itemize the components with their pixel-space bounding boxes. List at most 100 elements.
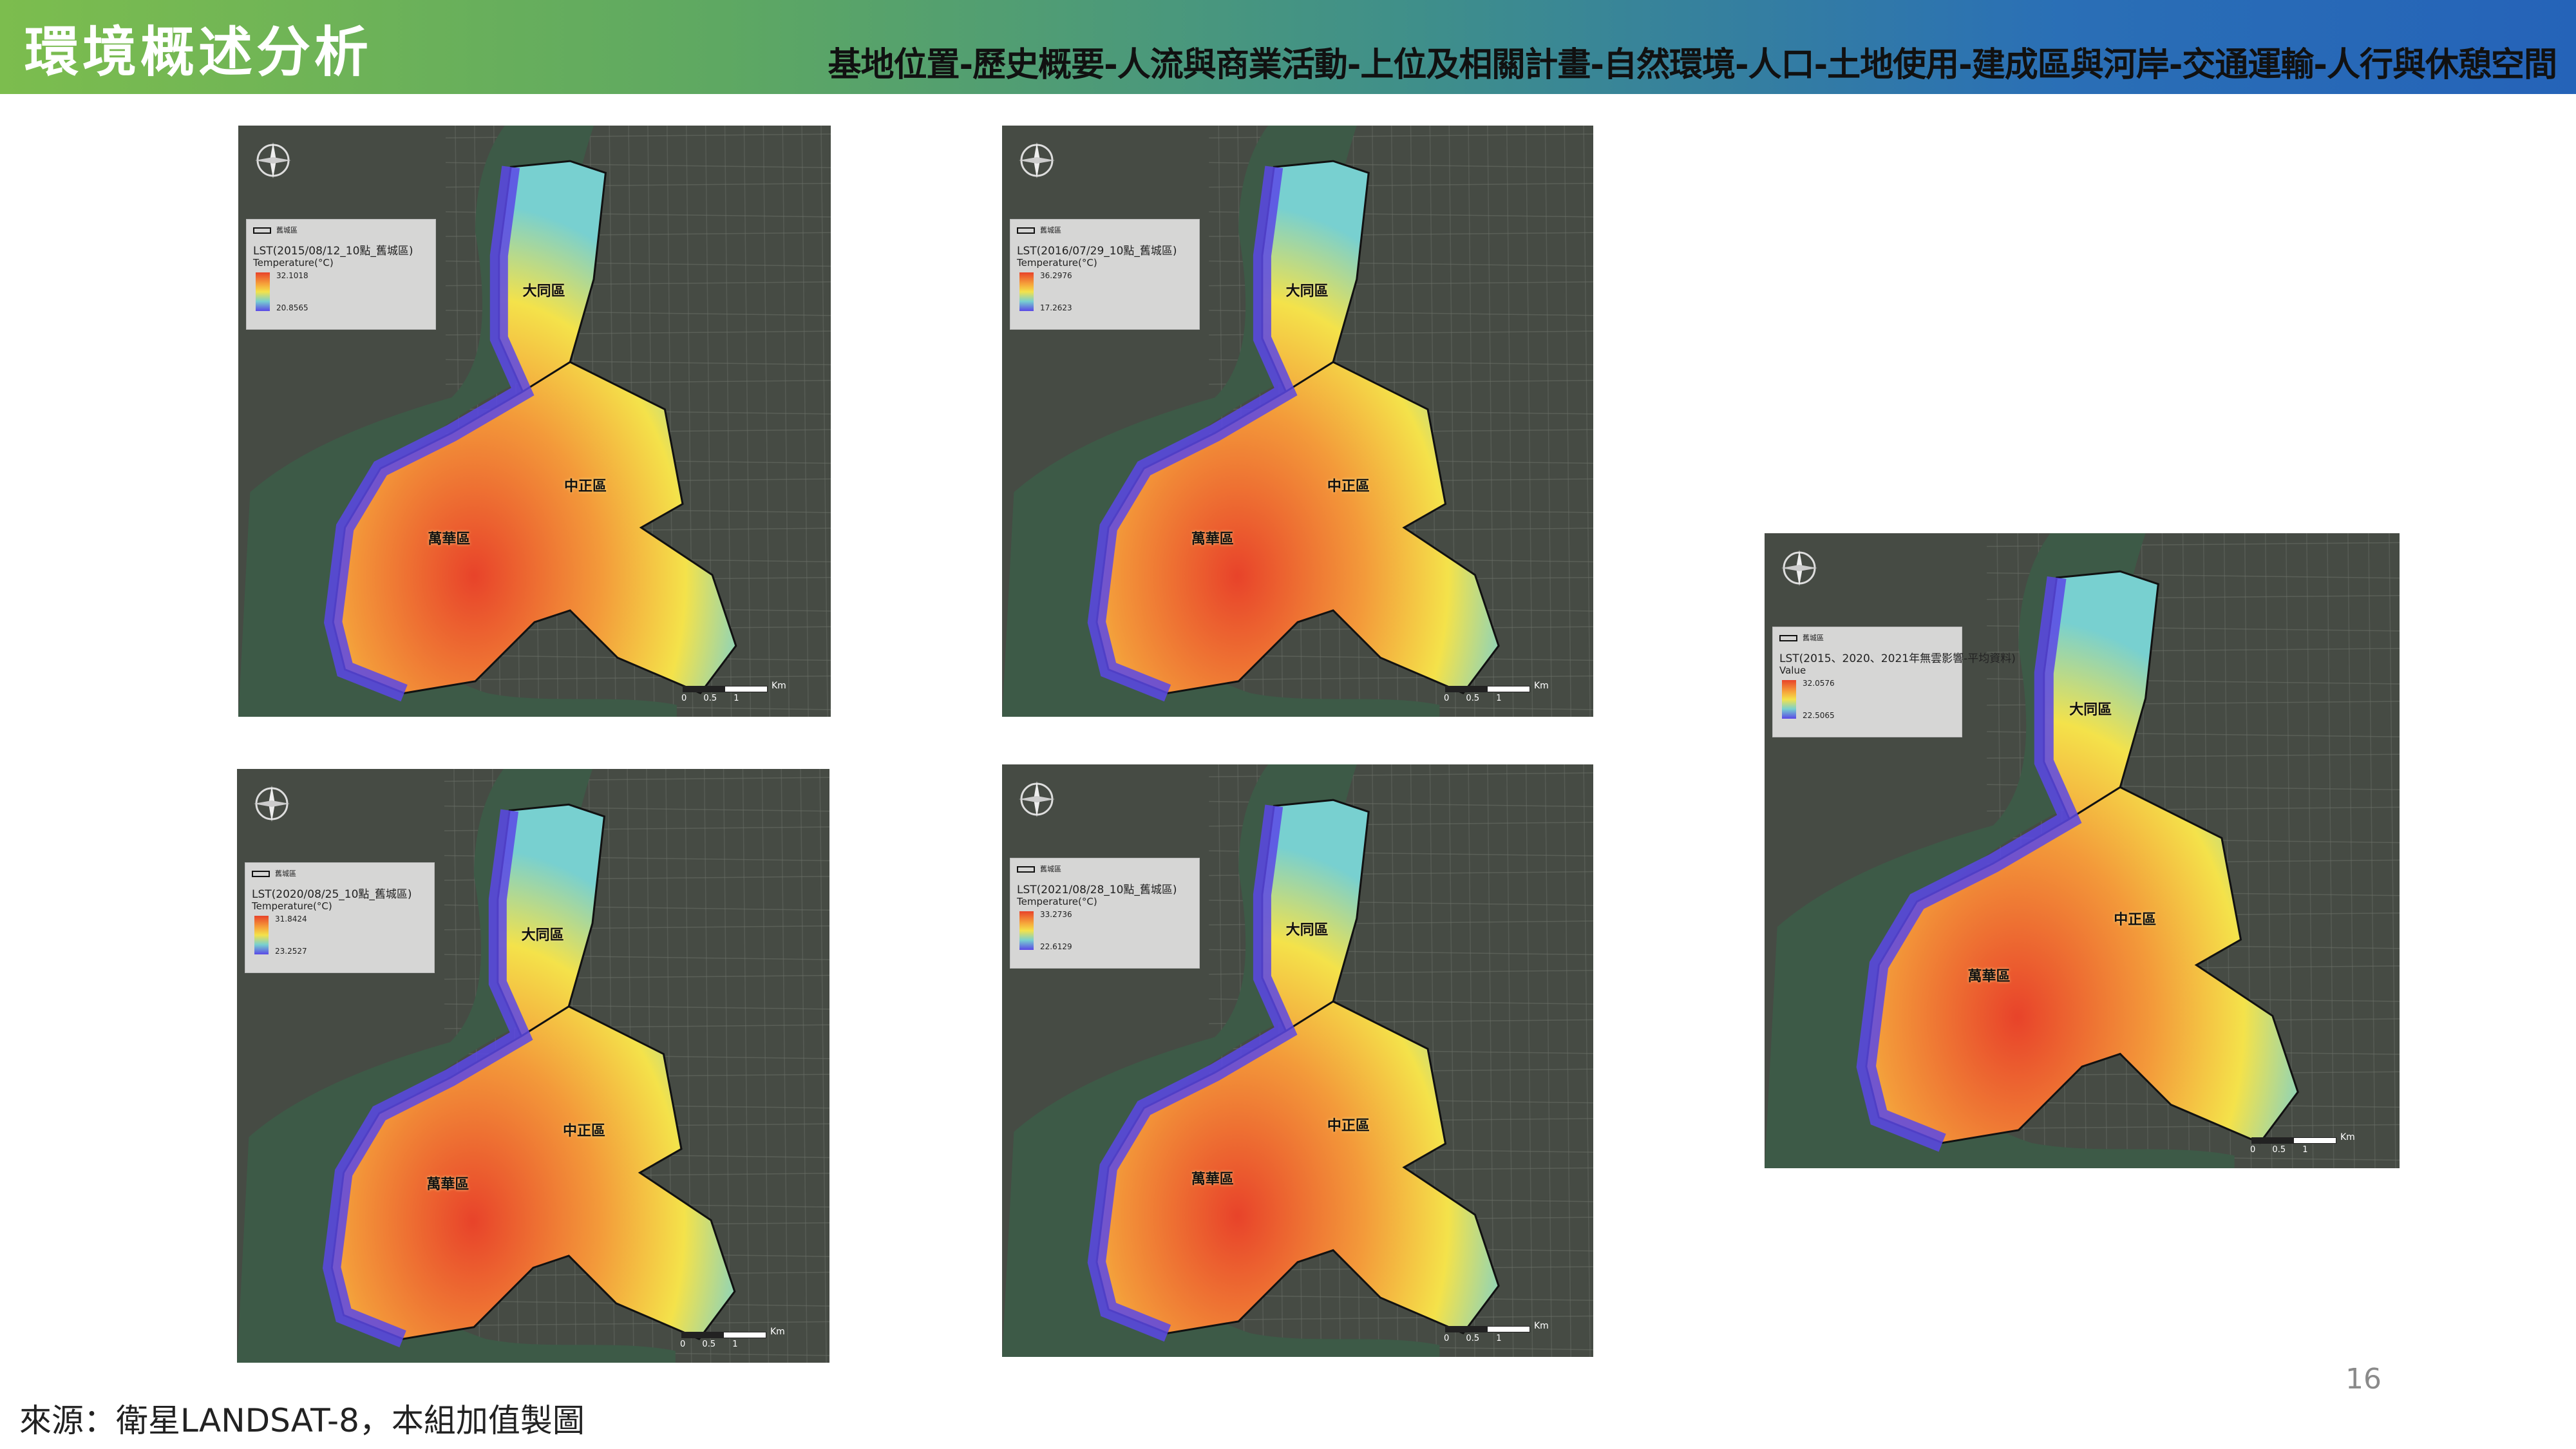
nav-item-transportation[interactable]: 交通運輸	[2182, 46, 2314, 84]
street-line	[2327, 533, 2334, 1168]
legend-boundary-label: 舊城區	[1017, 864, 1061, 874]
satellite-basemap	[238, 126, 831, 717]
street-line	[761, 769, 770, 1363]
street-line	[2389, 533, 2396, 1168]
nav-item-built-area-riverside[interactable]: 建成區與河岸	[1971, 46, 2170, 84]
map-legend: 舊城區 LST(2015、2020、2021年無雲影響-平均資料) Value 32.…	[1772, 627, 2016, 737]
legend-min-value: 23.2527	[275, 947, 307, 956]
riverside-cool-band	[1087, 804, 1298, 1342]
riverside-cool-band	[322, 809, 533, 1348]
district-label: 中正區	[1327, 1117, 1370, 1134]
legend-color-ramp	[1782, 680, 1796, 719]
legend-field-label: Temperature(°C)	[253, 257, 334, 269]
district-label: 大同區	[1285, 283, 1329, 299]
nav-item-population[interactable]: 人口	[1748, 46, 1815, 84]
street-line	[1487, 126, 1495, 717]
district-label: 萬華區	[1191, 1171, 1234, 1188]
nav-item-land-use[interactable]: 土地使用	[1827, 46, 1959, 84]
legend-title: LST(2021/08/28_10點_舊城區)	[1017, 884, 1177, 896]
street-line	[781, 769, 788, 1363]
legend-color-ramp	[1019, 272, 1034, 311]
legend-color-ramp	[1019, 911, 1034, 950]
page-number: 16	[2345, 1363, 2382, 1396]
street-line	[1544, 126, 1553, 717]
district-label: 萬華區	[426, 1176, 469, 1193]
district-label: 萬華區	[428, 531, 471, 548]
district-label: 中正區	[564, 478, 607, 495]
street-line	[819, 769, 827, 1363]
nav-item-pedestrian-leisure[interactable]: 人行與休憩空間	[2326, 46, 2557, 84]
scale-bar: Km 0 0.5 1	[1444, 1321, 1555, 1348]
street-line	[1487, 764, 1495, 1357]
lst-map-2020: 舊城區 LST(2020/08/25_10點_舊城區) Temperature(°C…	[237, 769, 829, 1363]
district-label: 大同區	[521, 927, 564, 943]
street-line	[1583, 764, 1591, 1357]
street-line	[2306, 533, 2314, 1168]
riverside-cool-band	[1856, 576, 2082, 1152]
lst-map-average: 舊城區 LST(2015、2020、2021年無雲影響-平均資料) Value 32.…	[1765, 533, 2400, 1168]
legend-boundary-label: 舊城區	[1779, 632, 1824, 643]
scale-bar-graphic	[2251, 1137, 2336, 1144]
nav-item-pedestrian-commerce[interactable]: 人流與商業活動	[1117, 46, 1348, 84]
district-label: 中正區	[563, 1122, 606, 1139]
street-line	[724, 126, 732, 717]
nav-item-site-location[interactable]: 基地位置	[828, 46, 960, 84]
map-legend: 舊城區 LST(2016/07/29_10點_舊城區) Temperature(°C…	[1010, 219, 1200, 330]
scale-bar-graphic	[681, 1332, 766, 1338]
lst-map-2016: 舊城區 LST(2016/07/29_10點_舊城區) Temperature(°C…	[1002, 126, 1593, 717]
scale-bar: Km 0 0.5 1	[681, 681, 792, 708]
legend-max-value: 31.8424	[275, 914, 307, 923]
street-line	[1583, 126, 1591, 717]
street-line	[742, 769, 750, 1363]
district-label: 大同區	[522, 283, 565, 299]
nav-item-plans[interactable]: 上位及相關計畫	[1360, 46, 1591, 84]
map-legend: 舊城區 LST(2021/08/28_10點_舊城區) Temperature(°C…	[1010, 858, 1200, 969]
legend-field-label: Temperature(°C)	[1017, 896, 1097, 907]
satellite-basemap	[237, 769, 829, 1363]
street-line	[2368, 533, 2376, 1168]
street-line	[1506, 764, 1514, 1357]
district-label: 中正區	[2114, 911, 2157, 928]
lst-map-2015: 舊城區 LST(2015/08/12_10點_舊城區) Temperature(°C…	[238, 126, 831, 717]
legend-max-value: 33.2736	[1040, 910, 1072, 919]
legend-min-value: 22.6129	[1040, 942, 1072, 951]
street-line	[2347, 533, 2355, 1168]
street-line	[743, 126, 752, 717]
district-label: 萬華區	[1967, 969, 2011, 985]
lst-map-2021: 舊城區 LST(2021/08/28_10點_舊城區) Temperature(°C…	[1002, 764, 1593, 1357]
north-arrow-icon	[1779, 547, 1820, 589]
riverside-cool-band	[1087, 166, 1298, 702]
street-line	[1506, 126, 1514, 717]
district-label: 大同區	[1285, 922, 1329, 939]
scale-unit: Km	[772, 681, 786, 691]
scale-bar: Km 0 0.5 1	[2250, 1132, 2361, 1159]
legend-title: LST(2016/07/29_10點_舊城區)	[1017, 245, 1177, 258]
scale-bar: Km 0 0.5 1	[680, 1327, 791, 1354]
map-legend: 舊城區 LST(2020/08/25_10點_舊城區) Temperature(°C…	[245, 862, 435, 973]
legend-max-value: 36.2976	[1040, 271, 1072, 280]
north-arrow-icon	[251, 783, 292, 824]
nav-item-history[interactable]: 歷史概要	[972, 46, 1104, 84]
page-title: 環境概述分析	[24, 21, 373, 84]
north-arrow-icon	[1016, 779, 1057, 820]
legend-boundary-label: 舊城區	[252, 868, 296, 878]
street-line	[801, 126, 809, 717]
satellite-basemap	[1002, 764, 1593, 1357]
legend-title: LST(2015、2020、2021年無雲影響-平均資料)	[1779, 652, 2016, 665]
street-line	[2286, 533, 2293, 1168]
scale-unit: Km	[1534, 1321, 1549, 1331]
street-line	[723, 769, 731, 1363]
street-line	[445, 675, 831, 681]
street-line	[1209, 1315, 1593, 1321]
legend-max-value: 32.0576	[1803, 679, 1835, 688]
scale-unit: Km	[1534, 681, 1549, 691]
legend-field-label: Temperature(°C)	[1017, 257, 1097, 269]
legend-field-label: Temperature(°C)	[252, 900, 332, 912]
street-line	[782, 126, 790, 717]
street-line	[1544, 764, 1553, 1357]
scale-ticks: 0 0.5 1	[1444, 694, 1502, 703]
legend-max-value: 32.1018	[276, 271, 308, 280]
nav-item-natural-environment[interactable]: 自然環境	[1603, 46, 1736, 84]
street-line	[444, 1321, 829, 1327]
district-label: 大同區	[2069, 702, 2112, 719]
